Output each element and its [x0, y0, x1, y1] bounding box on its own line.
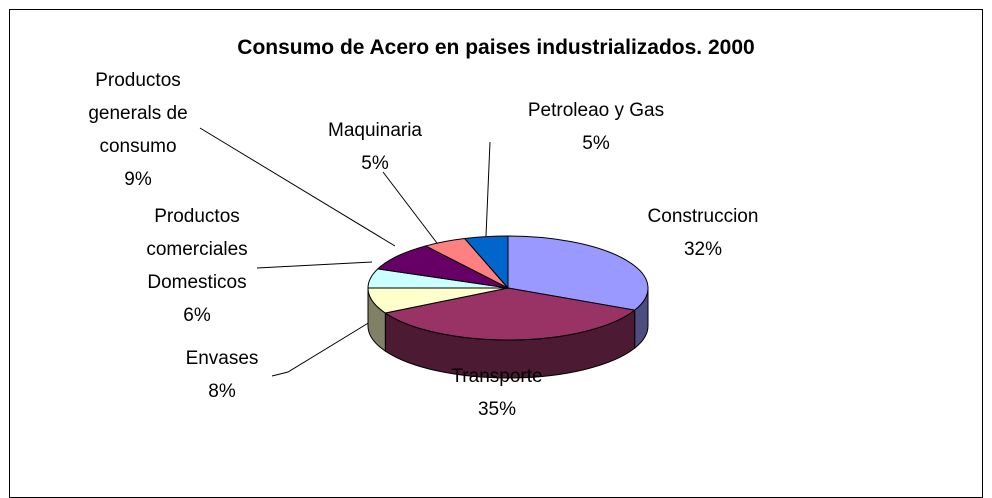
label-name: Transporte — [451, 366, 543, 387]
label-name: Productos generals de consumo — [88, 70, 188, 157]
label-name: Maquinaria — [328, 120, 422, 141]
pie-slice — [463, 235, 509, 290]
label-percent: 6% — [183, 305, 211, 326]
label-name: Envases — [185, 348, 259, 369]
label-percent: 35% — [477, 399, 517, 420]
label-percent: 8% — [208, 381, 236, 402]
data-label: Transporte 35% — [417, 360, 577, 426]
leader-line — [199, 127, 396, 247]
leader-lines — [199, 127, 491, 377]
data-label: Maquinaria 5% — [295, 114, 455, 180]
pie-slice — [384, 287, 636, 341]
pie-slice — [507, 235, 649, 311]
label-name: Petroleao y Gas — [527, 100, 665, 121]
data-label: Productos comerciales Domesticos 6% — [132, 200, 262, 332]
label-percent: 9% — [124, 169, 152, 190]
data-label: Petroleao y Gas 5% — [496, 94, 696, 160]
label-percent: 5% — [361, 153, 389, 174]
data-label: Envases 8% — [142, 342, 302, 408]
leader-line — [256, 261, 373, 269]
label-name: Productos comerciales Domesticos — [146, 206, 248, 293]
data-label: Construccion 32% — [623, 200, 783, 266]
pie — [367, 235, 649, 379]
pie-slice — [376, 245, 509, 289]
chart-title: Consumo de Acero en paises industrializa… — [237, 36, 755, 59]
label-name: Construccion — [647, 206, 759, 227]
leader-line — [485, 141, 491, 237]
leader-line — [382, 171, 441, 248]
label-percent: 5% — [582, 133, 610, 154]
leader-line — [271, 321, 371, 377]
label-percent: 32% — [683, 239, 723, 260]
data-label: Productos generals de consumo 9% — [68, 64, 208, 196]
